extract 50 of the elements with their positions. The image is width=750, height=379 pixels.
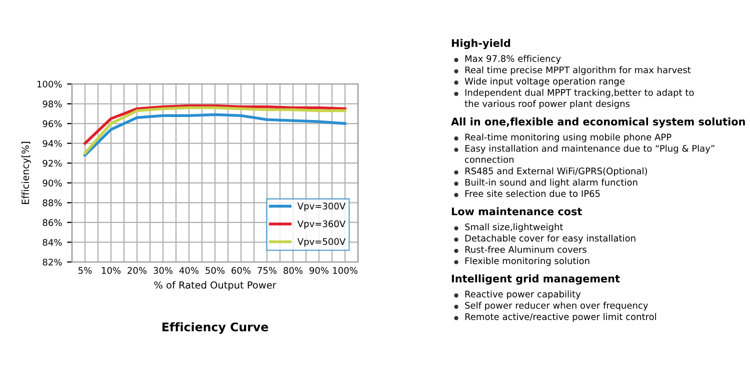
x-tick-label: 60% [232, 267, 251, 274]
line-series [84, 113, 346, 157]
y-tick-label: 94% [42, 140, 62, 147]
y-tick-label: 86% [42, 219, 62, 226]
text: Low maintenance cost [452, 207, 582, 216]
text: Independent dual MPPT tracking,better to adapt to the various roof power plant designs [464, 88, 694, 109]
text: Remote active/reactive power limit control [465, 313, 656, 322]
y-tick-label: 82% [42, 258, 62, 266]
legend-label: Vpv=300V [297, 202, 346, 212]
legend-label: Vpv=500V [297, 238, 346, 247]
line-series [84, 104, 346, 145]
x-tick-label: 20% [128, 267, 147, 274]
text: Built-in sound and light alarm function [465, 178, 638, 188]
y-tick-label: 88% [42, 199, 62, 206]
x-tick-label: 50% [206, 267, 225, 274]
y-tick-label: 96% [42, 120, 62, 128]
line-series [84, 106, 346, 155]
text: Wide input voltage operation range [464, 78, 625, 86]
x-tick-label: 75% [258, 267, 277, 274]
x-tick-label: 40% [179, 267, 199, 274]
text: Reactive power capability [465, 290, 581, 300]
text: Rust-free Aluminum covers [465, 246, 586, 253]
text: High-yield [452, 38, 510, 50]
x-axis-title: % of Rated Output Power [154, 281, 276, 291]
text: RS485 and External WiFi/GPRS(Optional) [465, 167, 647, 176]
y-tick-label: 90% [42, 180, 62, 186]
x-tick-label: 10% [102, 267, 121, 274]
legend-label: Vpv=360V [297, 220, 346, 229]
text: Self power reducer when over frequency [465, 302, 648, 311]
x-tick-label: 30% [154, 267, 173, 274]
text: Free site selection due to IP65 [465, 190, 600, 197]
x-tick-label: 5% [78, 267, 92, 274]
text: Flexible monitoring solution [465, 257, 590, 266]
text: Efficiency Curve [162, 322, 268, 334]
text: Small size,lightweight [465, 223, 564, 232]
y-tick-label: 100% [37, 80, 62, 88]
x-tick-label: 90% [310, 267, 329, 274]
text: Real time precise MPPT algorithm for max harvest [465, 66, 691, 76]
text: Real-time monitoring using mobile phone APP [465, 134, 672, 142]
x-tick-label: 100% [333, 267, 358, 274]
x-tick-label: 80% [284, 267, 303, 274]
text: Intelligent grid management [452, 274, 620, 285]
text: Easy installation and maintenance due to “Plug & Play” connection [465, 144, 714, 163]
y-axis-title: Efficiency[%] [22, 142, 31, 204]
y-tick-label: 84% [42, 238, 62, 246]
y-tick-label: 92% [42, 160, 62, 167]
text: Max 97.8% efficiency [465, 55, 561, 64]
text: All in one,flexible and economical system solution [451, 117, 745, 128]
y-tick-label: 98% [42, 100, 62, 108]
text: Detachable cover for easy installation [465, 234, 636, 244]
